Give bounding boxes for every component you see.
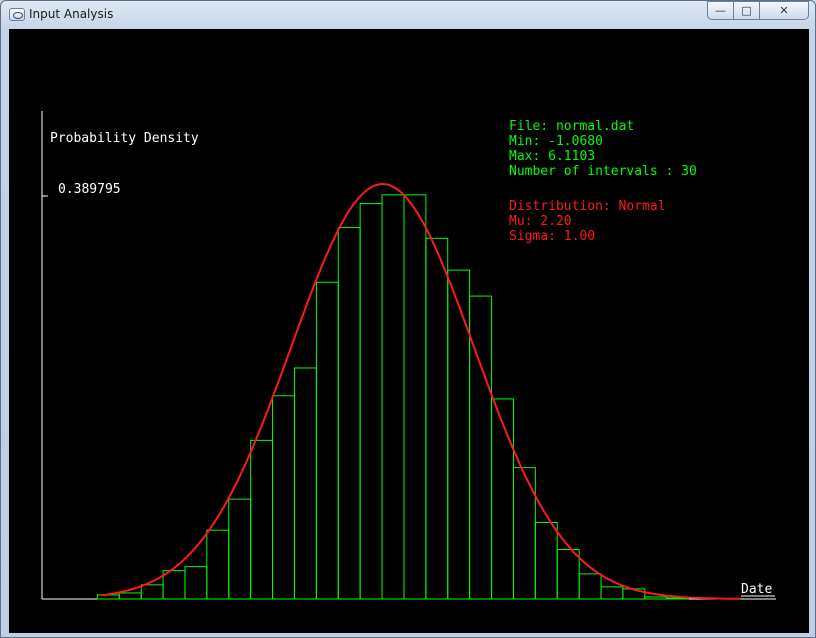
maximize-button[interactable]: □: [733, 1, 760, 20]
title-bar[interactable]: Input Analysis — □ ✕: [1, 1, 815, 29]
x-axis-label: Date: [741, 582, 773, 597]
histogram-bar: [206, 529, 230, 600]
intervals-info: Number of intervals : 30: [509, 164, 697, 179]
close-button[interactable]: ✕: [759, 1, 809, 20]
chart-canvas: Probability Density 0.389795 Date File: …: [9, 29, 809, 633]
histogram-bar: [118, 592, 142, 600]
histogram-bar: [162, 570, 186, 600]
histogram-bar: [666, 597, 690, 600]
histogram-bar: [184, 566, 208, 600]
window-title: Input Analysis: [29, 7, 114, 21]
histogram-bar: [491, 398, 514, 600]
histogram-bar: [447, 269, 471, 600]
histogram-bar: [228, 498, 252, 600]
histogram-bar: [556, 548, 580, 600]
histogram-bar: [315, 281, 339, 600]
histogram-bar: [425, 237, 449, 600]
histogram-bar: [359, 203, 383, 600]
histogram-bar: [140, 584, 164, 600]
y-max-label: 0.389795: [58, 182, 121, 197]
app-icon: [9, 8, 25, 21]
histogram-bar: [250, 439, 274, 600]
histogram-bar: [293, 367, 317, 600]
normal-distribution-curve: [101, 182, 741, 600]
histogram-bar: [534, 521, 558, 600]
histogram-bar: [578, 573, 602, 600]
distribution-info: Distribution: Normal: [509, 199, 666, 214]
y-axis-label: Probability Density: [50, 131, 199, 146]
histogram-bar: [272, 395, 295, 600]
histogram-chart: [41, 111, 776, 600]
histogram-bar: [644, 596, 668, 600]
histogram-bar: [337, 227, 361, 600]
file-info: File: normal.dat: [509, 119, 635, 134]
min-info: Min: -1.0680: [509, 134, 603, 149]
minimize-button[interactable]: —: [707, 1, 734, 20]
max-info: Max: 6.1103: [509, 149, 596, 164]
histogram-bar: [96, 594, 120, 600]
histogram-bar: [381, 194, 405, 600]
mu-info: Mu: 2.20: [509, 214, 572, 229]
sigma-info: Sigma: 1.00: [509, 229, 596, 244]
histogram-bar: [403, 194, 427, 600]
histogram-bar: [600, 586, 624, 600]
